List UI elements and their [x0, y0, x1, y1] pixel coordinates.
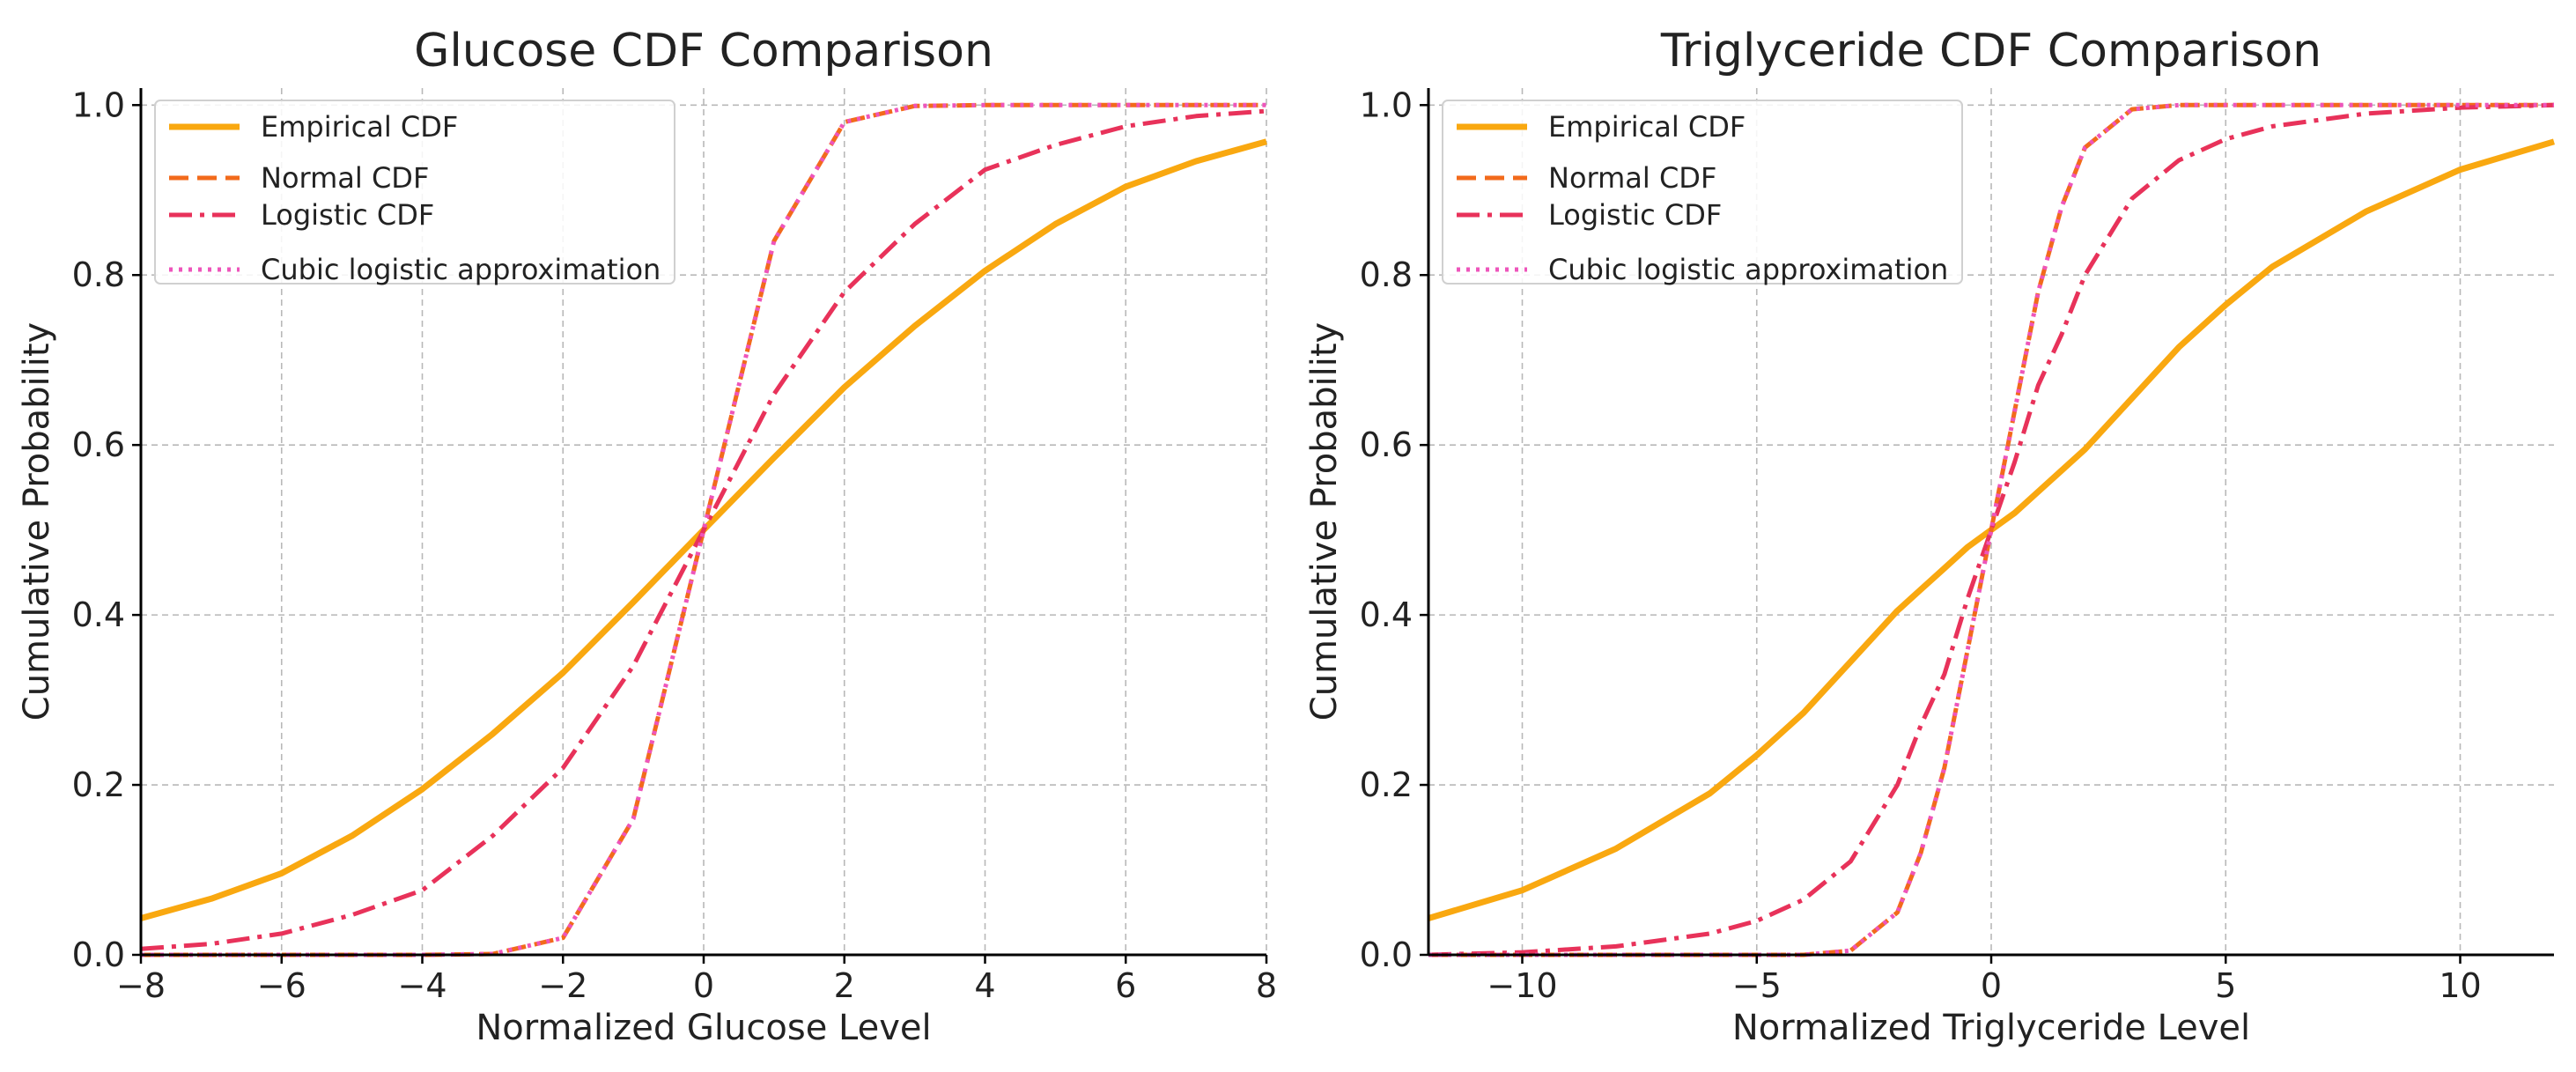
legend-label: Logistic CDF: [1548, 198, 1722, 232]
y-tick-label: 0.4: [1360, 595, 1413, 634]
y-tick-label: 0.6: [1360, 425, 1413, 464]
series-line-logistic-cdf: [140, 108, 1267, 951]
legend-label: Logistic CDF: [261, 198, 434, 232]
chart-title: Glucose CDF Comparison: [414, 25, 993, 78]
y-tick-label: 0.2: [72, 765, 125, 804]
x-tick-label: 5: [2215, 966, 2236, 1005]
x-axis-label: Normalized Triglyceride Level: [1732, 1008, 2250, 1048]
y-tick-label: 0.0: [72, 935, 125, 974]
legend-label: Cubic logistic approximation: [261, 253, 661, 286]
y-axis-label: Cumulative Probability: [1304, 322, 1345, 721]
chart-panel-2: −10 −5 0 5 10 0.0 0.2 0.4 0.6 0.8 1.0 Triglyceride …: [1304, 25, 2556, 1048]
x-tick-label: 2: [834, 966, 855, 1005]
legend-box: [154, 100, 675, 285]
y-tick-label: 1.0: [1360, 85, 1413, 124]
x-tick-label: 8: [1256, 966, 1277, 1005]
y-tick-label: 0.2: [1360, 765, 1413, 804]
x-tick-label: −5: [1732, 966, 1782, 1005]
x-axis-label: Normalized Glucose Level: [476, 1008, 931, 1048]
x-tick-label: −6: [257, 966, 306, 1005]
chart-title: Triglyceride CDF Comparison: [1660, 25, 2321, 78]
y-tick-label: 0.0: [1360, 935, 1413, 974]
x-tick-label: −4: [397, 966, 447, 1005]
y-tick-label: 0.6: [72, 425, 125, 464]
legend-label: Normal CDF: [1548, 161, 1716, 195]
x-tick-label: −2: [538, 966, 587, 1005]
x-tick-label: 0: [693, 966, 714, 1005]
x-tick-label: −10: [1487, 966, 1557, 1005]
y-tick-label: 0.8: [72, 255, 125, 294]
x-tick-label: 4: [974, 966, 995, 1005]
chart-panel-1: −8 −6 −4 −2 0 2 4 6 8 0.0 0.2 0.4 0.6 0.8 1.0 Glucose C…: [17, 25, 1277, 1048]
series-line-logistic-cdf: [1428, 102, 2555, 957]
x-tick-label: 6: [1115, 966, 1136, 1005]
x-tick-label: 10: [2439, 966, 2481, 1005]
legend-label: Empirical CDF: [261, 110, 458, 144]
y-tick-label: 1.0: [72, 85, 125, 124]
legend-label: Normal CDF: [261, 161, 429, 195]
y-tick-label: 0.8: [1360, 255, 1413, 294]
y-axis-label: Cumulative Probability: [17, 322, 57, 721]
legend-label: Empirical CDF: [1548, 110, 1746, 144]
x-tick-label: 0: [1981, 966, 2002, 1005]
x-tick-label: −8: [116, 966, 166, 1005]
y-tick-label: 0.4: [72, 595, 125, 634]
legend-label: Cubic logistic approximation: [1548, 253, 1948, 286]
legend-box: [1442, 100, 1963, 285]
